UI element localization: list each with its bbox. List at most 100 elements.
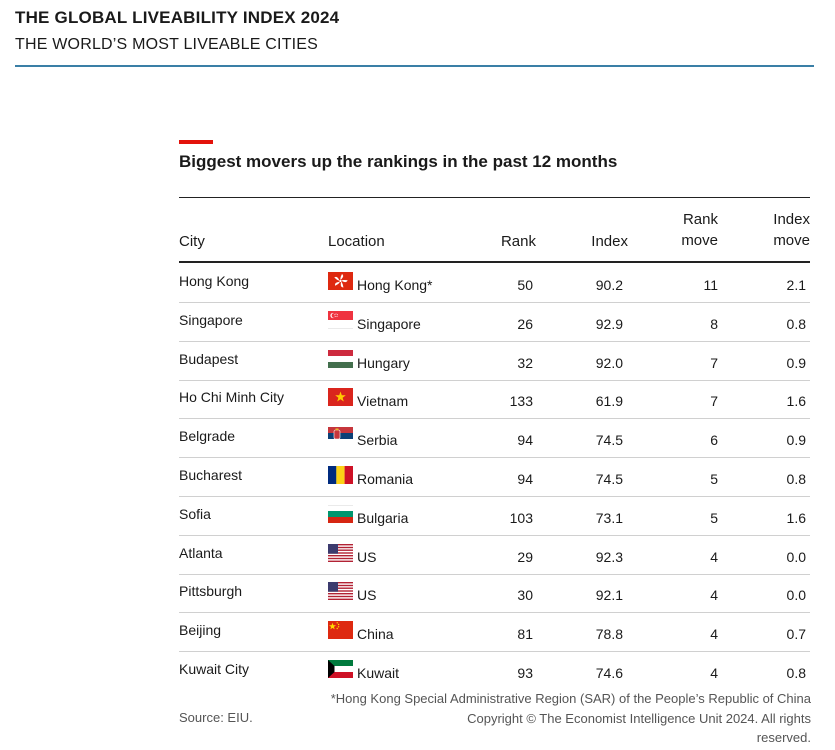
table-row: Budapest Hungary 32 92.0 7 0.9 (179, 342, 810, 381)
cell-rank: 94 (517, 432, 533, 449)
cell-city: Singapore (179, 311, 243, 328)
row-divider (179, 457, 810, 459)
cell-city: Ho Chi Minh City (179, 389, 285, 406)
cell-rank: 50 (517, 277, 533, 293)
column-header-rank-move-line2: move (681, 232, 718, 249)
cell-rank-move: 5 (710, 471, 718, 487)
cell-city: Atlanta (179, 544, 223, 561)
cell-index-move: 1.6 (786, 509, 806, 526)
row-divider (179, 496, 810, 497)
row-divider (179, 651, 810, 653)
cell-rank: 103 (509, 509, 533, 526)
column-header-rank-move: Rank move (658, 209, 718, 251)
row-divider (179, 340, 810, 342)
table-row: Hong Kong Hong Kong* 50 90.2 11 2.1 (179, 264, 810, 303)
us-flag-icon (328, 582, 353, 601)
cell-rank: 29 (517, 548, 533, 565)
cell-index: 92.3 (595, 548, 623, 565)
cell-index: 78.8 (595, 626, 623, 643)
cell-index: 73.1 (595, 509, 623, 526)
cell-city: Pittsburgh (179, 583, 243, 600)
bulgaria-flag-icon (328, 504, 353, 523)
table-row: Atlanta US 29 92.3 4 0.0 (179, 536, 810, 575)
cell-index: 74.5 (595, 471, 623, 487)
cell-rank: 93 (517, 665, 533, 681)
column-header-city: City (179, 233, 205, 250)
cell-location: Kuwait (357, 665, 400, 681)
us-flag-icon (328, 543, 353, 562)
row-divider (179, 612, 810, 614)
cell-index-move: 0.8 (786, 665, 806, 681)
cell-index: 74.5 (595, 432, 623, 449)
cell-rank: 81 (517, 626, 533, 643)
china-flag-icon (328, 621, 353, 640)
cell-location: Romania (357, 471, 414, 487)
footnote: *Hong Kong Special Administrative Region… (330, 691, 811, 706)
cell-location: Hong Kong* (357, 277, 433, 293)
page-title: THE GLOBAL LIVEABILITY INDEX 2024 (15, 8, 340, 27)
table-row: Kuwait City Kuwait 93 74.6 4 0.8 (179, 652, 810, 691)
cell-index: 90.2 (595, 277, 623, 293)
cell-index-move: 0.8 (786, 315, 806, 332)
cell-city: Kuwait City (179, 661, 250, 677)
table-row: Belgrade Serbia 94 74.5 6 0.9 (179, 419, 810, 459)
cell-city: Belgrade (179, 428, 236, 445)
kuwait-flag-icon (328, 660, 353, 678)
cell-location: China (357, 626, 394, 643)
table-row: Singapore Singapore 26 92.9 8 0.8 (179, 303, 810, 342)
singapore-flag-icon (328, 310, 353, 329)
cell-index-move: 2.1 (786, 277, 806, 293)
cell-location: Vietnam (357, 393, 409, 410)
cell-index: 92.9 (595, 315, 623, 332)
table-row: Bucharest Romania 94 74.5 5 0.8 (179, 458, 810, 497)
cell-rank-move: 6 (710, 432, 718, 449)
row-divider (179, 379, 810, 381)
cell-index-move: 0.9 (786, 432, 806, 449)
cell-location: US (357, 548, 377, 565)
hungary-flag-icon (328, 349, 353, 368)
column-header-rank-move-line1: Rank (682, 211, 718, 228)
cell-rank-move: 7 (710, 393, 718, 410)
accent-bar (179, 140, 213, 144)
cell-location: Serbia (357, 432, 398, 449)
column-header-location: Location (328, 233, 385, 250)
column-header-index-move-line1: Index (773, 211, 810, 228)
serbia-flag-icon (328, 427, 353, 446)
table-title: Biggest movers up the rankings in the pa… (179, 152, 618, 171)
cell-index-move: 0.9 (786, 354, 806, 371)
cell-rank-move: 11 (703, 277, 718, 293)
column-header-index-move: Index move (745, 209, 810, 251)
cell-rank-move: 4 (710, 548, 718, 565)
cell-rank: 32 (517, 354, 533, 371)
page-subtitle: THE WORLD’S MOST LIVEABLE CITIES (15, 36, 319, 53)
table-row: Sofia Bulgaria 103 73.1 5 1.6 (179, 497, 810, 536)
cell-location: US (357, 587, 377, 604)
table-row: Beijing China 81 78.8 4 0.7 (179, 613, 810, 653)
vietnam-flag-icon (328, 388, 353, 407)
column-header-index-move-line2: move (773, 232, 810, 249)
table-header-rule (179, 261, 810, 263)
cell-index-move: 0.0 (786, 548, 806, 565)
cell-rank-move: 5 (710, 509, 718, 526)
copyright-note: Copyright © The Economist Intelligence U… (467, 711, 811, 745)
source-note: Source: EIU. (179, 710, 253, 725)
cell-index: 92.0 (595, 354, 623, 371)
cell-index: 61.9 (595, 393, 623, 410)
cell-index: 74.6 (595, 665, 623, 681)
cell-location: Singapore (357, 315, 421, 332)
cell-city: Beijing (179, 622, 222, 639)
romania-flag-icon (328, 466, 353, 484)
cell-city: Sofia (179, 505, 211, 522)
cell-index-move: 1.6 (786, 393, 806, 410)
cell-rank-move: 4 (710, 626, 718, 643)
cell-index: 92.1 (595, 587, 623, 604)
column-header-index: Index (591, 233, 628, 250)
row-divider (179, 534, 810, 536)
cell-index-move: 0.8 (786, 471, 806, 487)
table-row: Pittsburgh US 30 92.1 4 0.0 (179, 574, 810, 614)
cell-city: Hong Kong (179, 273, 250, 289)
table-top-rule (179, 197, 810, 198)
column-header-rank: Rank (500, 233, 536, 250)
hong-kong-flag-icon (328, 272, 353, 290)
row-divider (179, 573, 810, 575)
